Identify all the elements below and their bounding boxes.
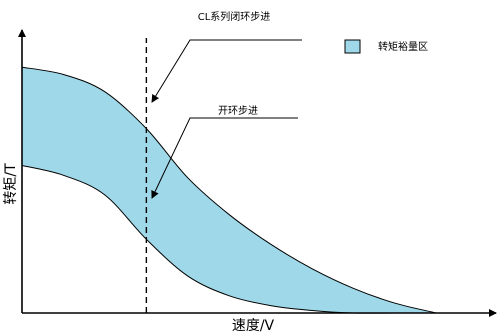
annotation-open-loop: 开环步进 xyxy=(218,105,258,117)
legend: 转矩裕量区 xyxy=(344,39,428,54)
legend-label: 转矩裕量区 xyxy=(378,40,428,53)
upper-curve xyxy=(21,66,437,314)
legend-swatch xyxy=(344,39,361,54)
y-axis-label: 转矩/T xyxy=(3,163,19,205)
x-axis-label: 速度/V xyxy=(232,318,275,333)
annotation-closed-loop: CL系列闭环步进 xyxy=(198,10,271,23)
annotation-open-loop-leader xyxy=(151,117,298,199)
annotation-closed-loop-leader xyxy=(151,39,302,103)
torque-margin-band xyxy=(22,67,437,314)
